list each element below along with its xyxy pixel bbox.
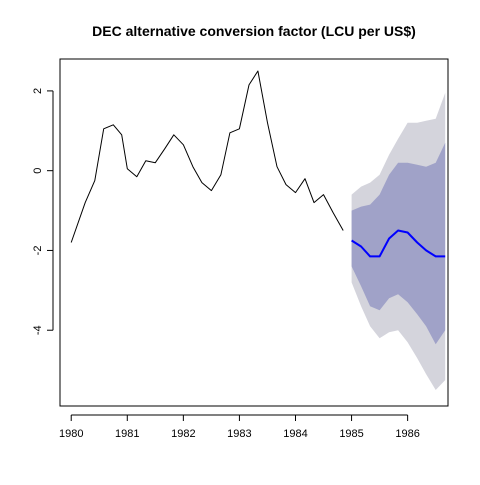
forecast-line (351, 229, 446, 258)
y-tick-label: 0 (32, 168, 44, 174)
band-80 (351, 142, 446, 345)
plot-frame (59, 58, 449, 407)
y-tick-label: -4 (32, 325, 44, 335)
history-line (70, 70, 344, 243)
x-tick-label: 1983 (227, 428, 251, 440)
x-tick-label: 1985 (339, 428, 363, 440)
y-axis: -4 -2 0 2 (32, 88, 54, 335)
x-tick-label: 1981 (115, 428, 139, 440)
y-tick-label: -2 (32, 246, 44, 256)
x-tick-label: 1982 (171, 428, 195, 440)
series-lines (70, 70, 446, 258)
x-tick-label: 1986 (395, 428, 419, 440)
x-axis: 1980 1981 1982 1983 1984 1985 1986 (59, 414, 420, 440)
x-tick-label: 1984 (283, 428, 307, 440)
forecast-interval-bands (351, 92, 446, 391)
chart-title: DEC alternative conversion factor (LCU p… (92, 23, 416, 39)
x-tick-label: 1980 (59, 428, 83, 440)
y-tick-label: 2 (32, 88, 44, 94)
